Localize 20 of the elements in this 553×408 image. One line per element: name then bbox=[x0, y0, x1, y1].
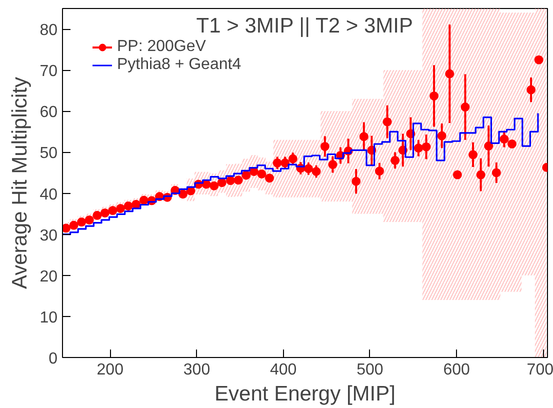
y-tick-label: 0 bbox=[48, 350, 58, 368]
x-tick-label: 200 bbox=[96, 362, 124, 378]
y-tick-label: 40 bbox=[40, 186, 58, 204]
x-tick-label: 500 bbox=[356, 362, 384, 378]
y-tick-label: 30 bbox=[40, 227, 58, 244]
legend-label: Pythia8 + Geant4 bbox=[117, 56, 242, 74]
y-tick-label: 10 bbox=[40, 309, 58, 326]
x-tick-label: 300 bbox=[183, 362, 210, 378]
y-tick-label: 70 bbox=[40, 63, 58, 80]
y-tick-label: 20 bbox=[40, 268, 58, 286]
y-tick-label: 60 bbox=[40, 104, 58, 122]
y-axis-title: Average Hit Multiplicity bbox=[8, 76, 32, 290]
legend-label: PP: 200GeV bbox=[117, 38, 206, 56]
y-tick-label: 50 bbox=[40, 145, 58, 162]
x-tick-label: 700 bbox=[526, 362, 553, 378]
x-tick-label: 600 bbox=[443, 362, 470, 378]
chart-title: T1 > 3MIP || T2 > 3MIP bbox=[196, 14, 413, 38]
x-tick-label: 400 bbox=[270, 362, 297, 378]
x-axis-title: Event Energy [MIP] bbox=[214, 382, 396, 406]
y-tick-label: 80 bbox=[40, 22, 58, 40]
